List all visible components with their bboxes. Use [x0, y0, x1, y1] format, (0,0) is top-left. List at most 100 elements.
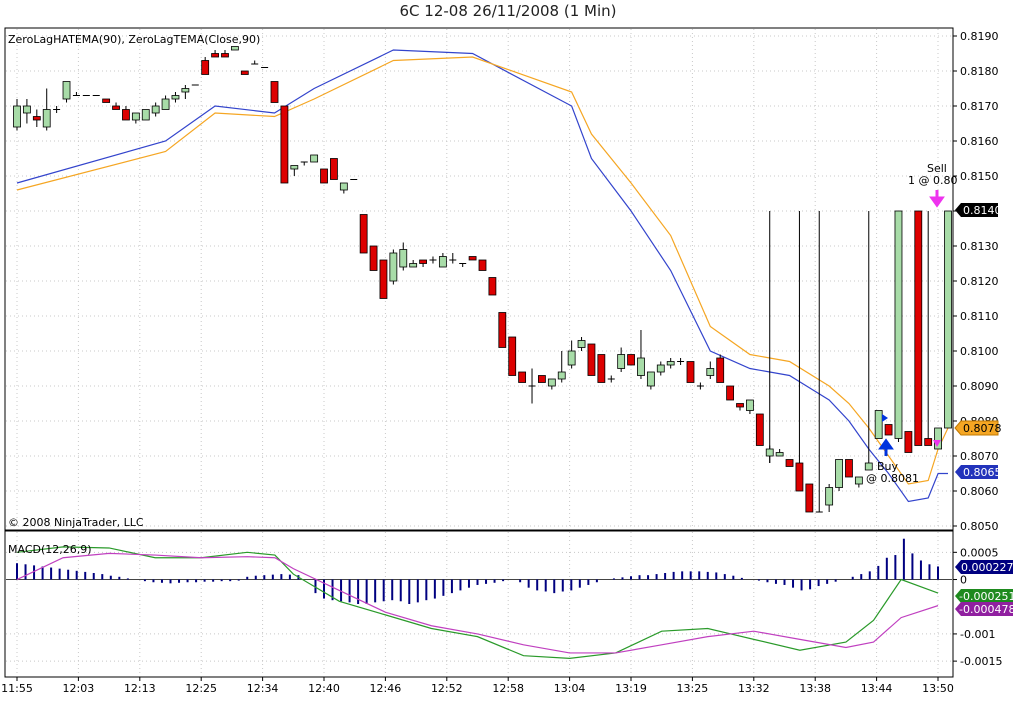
candle-body: [379, 259, 388, 299]
candle-body: [13, 105, 21, 128]
sell-exit-marker: [933, 440, 941, 447]
candle-body: [934, 427, 942, 450]
candle-body: [478, 259, 487, 271]
candle-body: [181, 88, 190, 93]
candle: [32, 109, 41, 127]
candle-body: [518, 371, 527, 383]
candle-body: [557, 371, 566, 380]
candle: [904, 431, 913, 453]
candle-body: [112, 105, 120, 110]
candle: [131, 112, 140, 124]
candle: [181, 85, 190, 99]
price-panel-frame: [4, 27, 954, 531]
time-tick-label: 13:04: [554, 682, 586, 695]
candle-body: [280, 105, 289, 184]
candle-body: [230, 46, 239, 51]
time-tick-label: 12:52: [431, 682, 463, 695]
price-tick-label: 0.8190: [960, 30, 999, 43]
candle: [825, 484, 834, 512]
candle: [141, 109, 150, 121]
price-tick-label: 0.8120: [960, 275, 999, 288]
candle-body: [151, 105, 160, 114]
candle: [310, 154, 319, 163]
candle-body: [62, 81, 71, 100]
candle: [211, 50, 219, 58]
candle: [736, 403, 744, 411]
candle: [379, 259, 388, 299]
candle: [42, 88, 51, 131]
price-tick-label: 0.8180: [960, 65, 999, 78]
current-price-value: 0.8140: [963, 204, 1002, 217]
candle-body: [290, 165, 299, 170]
candle-body: [468, 256, 477, 261]
candle: [874, 410, 883, 439]
macd-value: -0.000251: [959, 590, 1015, 603]
candle: [449, 253, 457, 264]
candle: [221, 50, 229, 58]
candle: [617, 347, 626, 372]
candle-body: [686, 361, 695, 383]
candles: [13, 46, 952, 513]
candle-body: [131, 112, 140, 121]
candle: [102, 98, 111, 103]
hatema-value: 0.8065: [963, 466, 1002, 479]
candle-body: [765, 448, 774, 457]
candle: [775, 449, 784, 457]
candle: [508, 336, 517, 376]
candle-body: [666, 361, 675, 366]
macd-tick-label: 0.0005: [960, 546, 999, 559]
candle-body: [775, 452, 784, 457]
candle: [53, 106, 61, 113]
candle-body: [825, 487, 834, 506]
sell-marker: Sell 1 @ 0.80: [908, 162, 957, 447]
candle-body: [102, 98, 111, 103]
candle-body: [874, 410, 883, 439]
candle-body: [399, 249, 408, 268]
candle-body: [637, 357, 645, 376]
candle-body: [726, 385, 735, 401]
candle: [300, 161, 308, 166]
candle: [23, 99, 31, 124]
candle-body: [597, 354, 606, 383]
candle: [795, 462, 804, 492]
candle-body: [944, 210, 952, 429]
time-tick-label: 13:32: [738, 682, 770, 695]
candle-body: [864, 462, 873, 471]
candle: [666, 358, 675, 369]
candle: [290, 165, 299, 176]
candle: [845, 459, 853, 478]
candle: [320, 168, 328, 184]
candle-body: [211, 53, 219, 58]
candle: [389, 249, 398, 285]
candle: [914, 210, 923, 446]
candle-body: [32, 116, 41, 121]
candle-body: [438, 256, 447, 268]
candle: [706, 361, 715, 379]
price-tick-label: 0.8070: [960, 450, 999, 463]
macd-tick-label: 0: [960, 574, 967, 587]
candle: [161, 95, 170, 110]
candle: [864, 462, 873, 471]
candle: [72, 92, 80, 96]
tema-value: 0.8078: [963, 422, 1002, 435]
price-tick-label: 0.8170: [960, 100, 999, 113]
candle: [726, 385, 735, 401]
candle-body: [884, 424, 893, 436]
buy-entry-marker: [882, 414, 888, 422]
indicator-lines: [16, 49, 949, 503]
price-tick-label: 0.8100: [960, 345, 999, 358]
candle-body: [746, 399, 754, 411]
candle-body: [617, 354, 626, 369]
candle-body: [627, 354, 635, 366]
candle-body: [587, 343, 596, 376]
candle-body: [488, 277, 497, 296]
histogram-value: 0.000227: [961, 561, 1014, 574]
sell-price: 1 @ 0.80: [908, 174, 957, 187]
candle: [637, 330, 645, 379]
candle: [716, 354, 725, 383]
signal-value: -0.000478: [959, 603, 1015, 616]
macd-line: [16, 546, 939, 660]
candle: [755, 413, 764, 446]
macd-plot: [16, 538, 939, 660]
